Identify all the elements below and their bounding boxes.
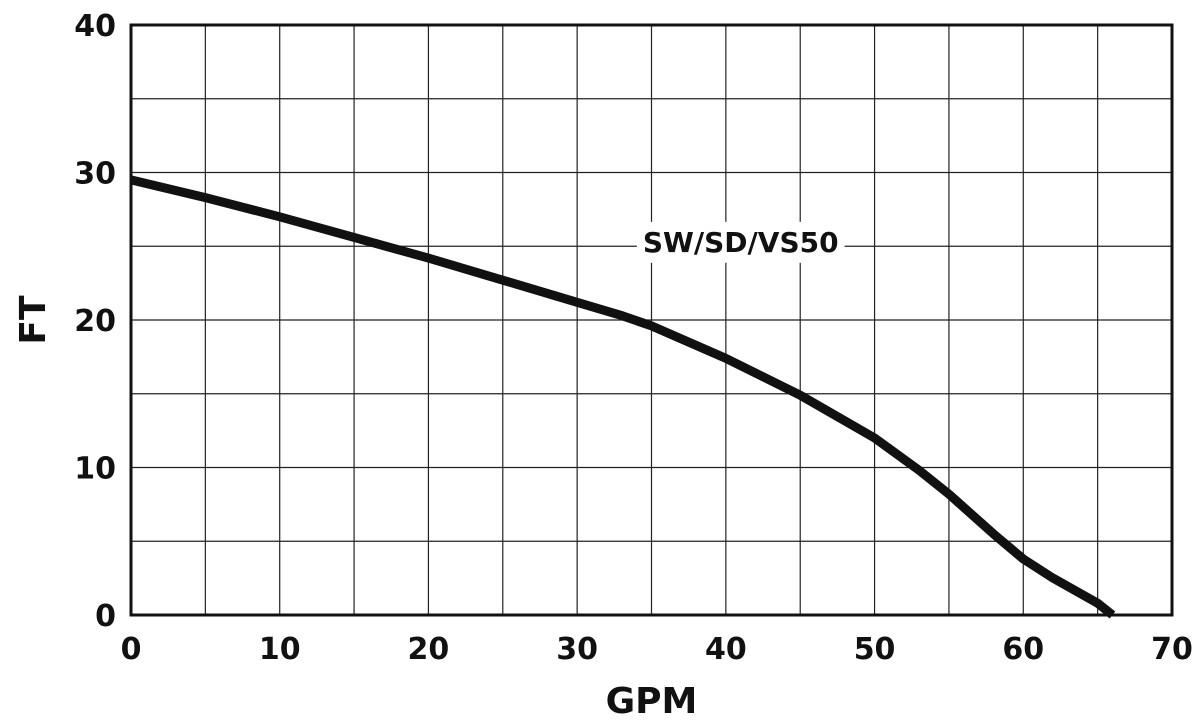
plot-frame bbox=[129, 23, 1174, 617]
x-tick-label: 0 bbox=[121, 632, 142, 667]
annotation-label: SW/SD/VS50 bbox=[643, 226, 839, 259]
x-tick-label: 50 bbox=[854, 632, 896, 667]
annotation-background bbox=[636, 221, 845, 263]
y-tick-label: 0 bbox=[95, 599, 116, 634]
tick-labels: 0 10 20 30 40 50 60 70 0 10 20 30 40 bbox=[74, 9, 1193, 667]
y-tick-label: 20 bbox=[74, 304, 116, 339]
x-tick-label: 40 bbox=[705, 632, 747, 667]
x-axis-label: GPM bbox=[606, 681, 698, 721]
series bbox=[129, 175, 1116, 619]
series-line bbox=[129, 175, 1116, 619]
y-axis-label: FT bbox=[13, 295, 54, 345]
y-tick-label: 30 bbox=[74, 157, 116, 192]
x-tick-label: 20 bbox=[408, 632, 450, 667]
x-tick-label: 60 bbox=[1002, 632, 1044, 667]
grid bbox=[131, 25, 1172, 615]
annotations: SW/SD/VS50 bbox=[636, 221, 845, 263]
x-tick-label: 30 bbox=[556, 632, 598, 667]
series-annotation: SW/SD/VS50 bbox=[636, 221, 845, 263]
y-tick-label: 40 bbox=[74, 9, 116, 44]
x-tick-label: 70 bbox=[1151, 632, 1193, 667]
y-tick-label: 10 bbox=[74, 452, 116, 487]
x-tick-label: 10 bbox=[259, 632, 301, 667]
